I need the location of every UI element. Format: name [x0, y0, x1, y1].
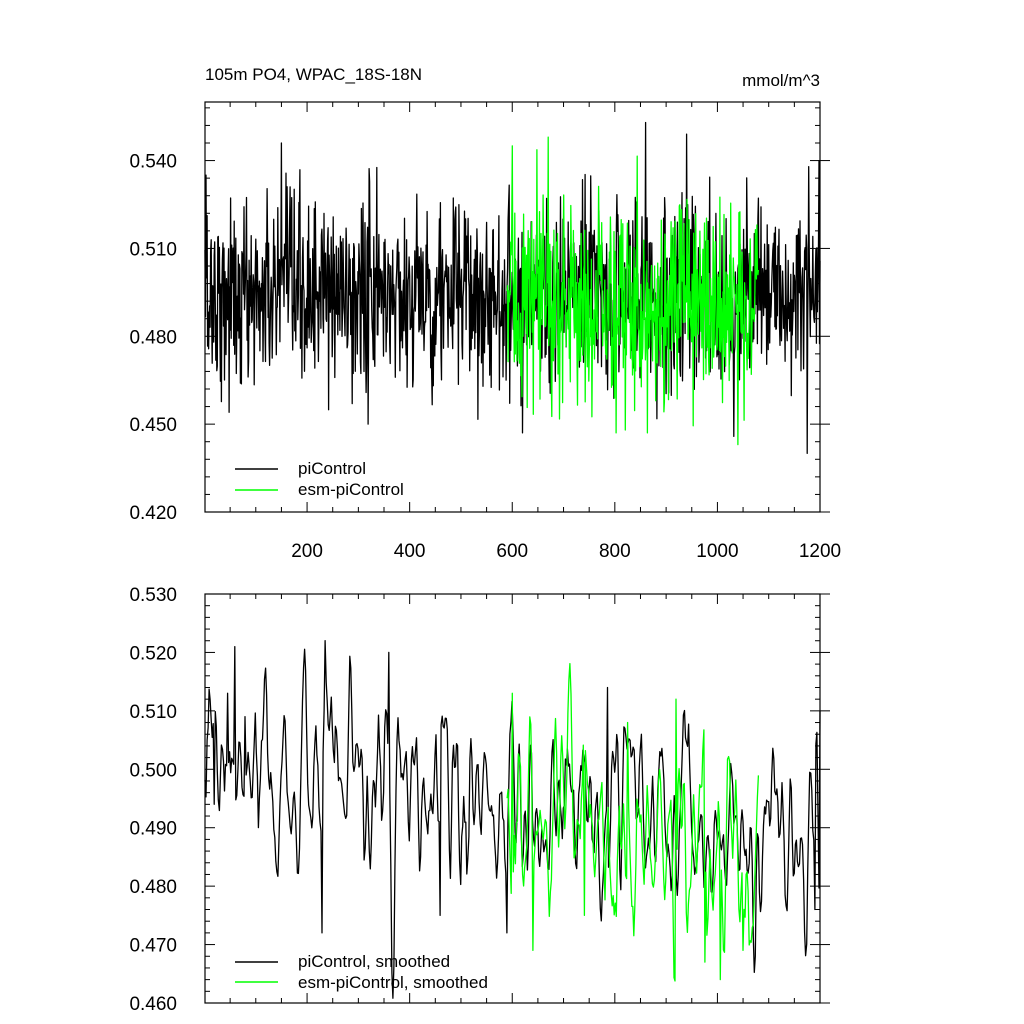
tick-layer: 0.460 0.470 0.480 0.490 0.500 0.510 0.520 0.530: [129, 585, 830, 1015]
y-tick-label: 0.480: [129, 327, 177, 348]
series-line-picontrol: [204, 121, 821, 455]
x-tick-label: 1000: [696, 541, 738, 562]
y-tick-label: 0.420: [129, 503, 177, 524]
legend-label-picontrol-smoothed: piControl, smoothed: [298, 952, 450, 971]
y-tick-label: 0.520: [129, 643, 177, 664]
legend-label-esm-picontrol-smoothed: esm-piControl, smoothed: [298, 973, 488, 992]
y-tick-label: 0.510: [129, 239, 177, 260]
legend: piControl, smoothed esm-piControl, smoot…: [235, 952, 488, 992]
legend-label-picontrol: piControl: [298, 459, 366, 478]
y-tick-label: 0.540: [129, 152, 177, 173]
legend-label-esm-picontrol: esm-piControl: [298, 480, 404, 499]
y-tick-label: 0.500: [129, 760, 177, 781]
y-tick-label: 0.450: [129, 415, 177, 436]
series-line-esm-picontrol-smoothed: [506, 662, 760, 982]
series-line-esm-picontrol: [506, 136, 760, 446]
x-tick-label: 400: [394, 541, 426, 562]
y-tick-label: 0.530: [129, 585, 177, 606]
y-tick-label: 0.460: [129, 994, 177, 1015]
y-tick-label: 0.480: [129, 877, 177, 898]
y-tick-label: 0.510: [129, 702, 177, 723]
top-chart: 105m PO4, WPAC_18S-18N mmol/m^3 200 400 60…: [129, 65, 841, 562]
series-layer: [204, 640, 821, 999]
x-tick-label: 200: [291, 541, 323, 562]
bottom-chart: 0.460 0.470 0.480 0.490 0.500 0.510 0.520 0.530…: [129, 585, 830, 1015]
x-tick-label: 800: [599, 541, 631, 562]
x-tick-label: 600: [496, 541, 528, 562]
legend: piControl esm-piControl: [235, 459, 404, 499]
series-layer: [204, 121, 821, 455]
units-label: mmol/m^3: [742, 71, 820, 90]
y-tick-label: 0.470: [129, 936, 177, 957]
chart-title: 105m PO4, WPAC_18S-18N: [205, 65, 422, 84]
y-tick-label: 0.490: [129, 819, 177, 840]
tick-layer: 200 400 600 800 1000 1200 0.420 0.450 0.480 0.510…: [129, 102, 841, 562]
x-tick-label: 1200: [799, 541, 841, 562]
